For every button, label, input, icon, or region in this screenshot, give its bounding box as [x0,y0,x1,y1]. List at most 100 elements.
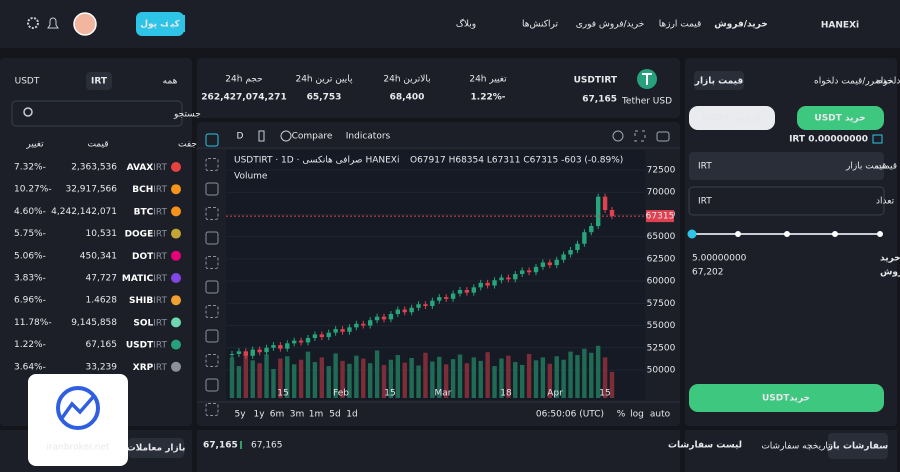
submit-button-label[interactable]: خریدUSDT [762,394,810,404]
candle-body [540,262,546,267]
candle-body [450,293,456,299]
candle-body [367,320,373,326]
candle-body [333,329,338,333]
volume-bar [278,358,283,398]
price-placeholder: قیمت بازار [845,162,886,172]
orders-tab-active[interactable] [828,433,888,459]
markets-button-label[interactable]: بازار معاملات [127,444,186,454]
pair-name[interactable]: AVAXIRT [127,163,168,173]
pair-symbol: AVAX [127,163,154,173]
pair-name[interactable]: MATICIRT [122,274,168,284]
nav-link[interactable]: تراکنش‌ها [522,20,558,30]
scale-option[interactable]: auto [650,410,671,420]
settings-icon [27,17,39,29]
pair-quote: IRT [153,340,167,350]
x-tick-label: 15 [277,389,288,399]
volume-bar [367,363,373,398]
submit-button[interactable] [689,384,884,412]
stat-label: تغییر 24h [469,75,507,85]
orders-tab[interactable]: تاریخچه سفارشات [761,442,831,452]
market-tab-active [86,72,112,90]
scale-option[interactable]: log [630,410,644,420]
drawing-tool [205,231,219,245]
order-type-tab[interactable]: قیمت دلخواه [876,77,900,87]
wallet-icon [872,134,883,144]
nav-link[interactable]: قیمت ارزها [659,20,702,30]
coin-icon [171,184,181,195]
scale-option[interactable]: % [617,410,626,420]
market-panel [0,58,192,426]
candle-body [388,314,394,320]
candle-body [533,266,539,273]
markets-button[interactable] [128,438,184,458]
coin-icon [171,317,181,328]
slider-stop [784,231,790,237]
range-button[interactable]: 5d [329,410,340,420]
buy-tab-label[interactable]: خرید USDT [814,114,865,124]
order-book-title: لیست سفارشات [668,441,742,451]
buy-tab[interactable] [797,106,884,130]
range-button[interactable]: 5y [234,410,246,420]
sell-tab-label[interactable]: فروش USDT [702,114,762,124]
range-button[interactable]: 1y [253,410,265,420]
range-button[interactable]: 6m [270,410,285,420]
volume-bar [506,355,511,398]
volume-bar [478,360,483,398]
pair-name[interactable]: DOGEIRT [125,229,168,239]
volume-bar [381,364,387,398]
stat-label: پایین ترین 24h [295,75,353,85]
search-box[interactable] [11,100,183,127]
range-button[interactable]: 1d [346,410,357,420]
order-type-tab[interactable]: قیمت بازار [694,77,744,87]
sell-tab[interactable] [689,106,775,130]
orders-tab[interactable]: سفارشات باز [827,442,888,452]
candle-body [464,290,470,293]
range-button[interactable]: 3m [290,410,305,420]
pair-quote: IRT [153,274,167,284]
volume-bar [513,362,518,398]
pair-name[interactable]: BTCIRT [134,207,168,217]
volume-bar [402,362,407,398]
market-tab[interactable]: USDT [15,77,40,87]
volume-bar [361,358,366,398]
pair-quote: IRT [153,362,167,372]
candle-body [229,354,235,355]
nav-link[interactable]: خرید/فروش فوری [576,20,645,30]
pair-name[interactable]: DOTIRT [132,251,168,261]
candle-body [443,297,449,299]
qr-icon[interactable] [168,15,185,32]
pair-price: 33,239 [86,362,118,372]
nav-link[interactable]: خرید/فروش [714,20,767,30]
pair-name[interactable]: SHIBIRT [129,296,167,306]
pair-symbol: SOL [133,318,153,328]
pair-name[interactable]: SOLIRT [133,318,167,328]
coin-icon [171,339,181,350]
order-type-tab[interactable]: حدضرر/قیمت دلخواه [814,77,893,87]
ohlc-legend: O67917 H68354 L67311 C67315 -603 (-0.89%… [410,156,623,166]
candle-body [250,349,255,356]
candle-body [340,329,345,332]
indicators-button[interactable]: Indicators [346,132,391,142]
pair-quote: IRT [153,296,167,306]
y-tick-label: 55000 [647,321,676,331]
pair-name[interactable]: XRPIRT [133,362,168,372]
range-button[interactable]: 1m [309,410,324,420]
pair-change: 3.64%- [14,362,46,372]
candle-body [347,327,352,332]
market-tab[interactable]: IRT [91,77,108,87]
amount-input[interactable] [688,186,885,216]
pair-name[interactable]: USDTIRT [126,340,168,350]
volume-bar [305,351,311,398]
bell-icon[interactable] [47,17,59,29]
pair-name[interactable]: BCHIRT [132,185,167,195]
interval-button[interactable]: D [237,132,244,142]
compare-button[interactable]: Compare [292,132,333,142]
nav-link[interactable]: وبلاگ [456,18,476,30]
market-tab[interactable]: همه [163,77,178,87]
logo: HANEXi [821,21,859,31]
pair-change: 4.60%- [14,207,46,217]
pair-change: 5.06%- [14,251,46,261]
wallet-button-label[interactable]: کیف پول [140,20,180,30]
price-input[interactable] [689,152,884,180]
pair-quote: IRT [153,185,167,195]
